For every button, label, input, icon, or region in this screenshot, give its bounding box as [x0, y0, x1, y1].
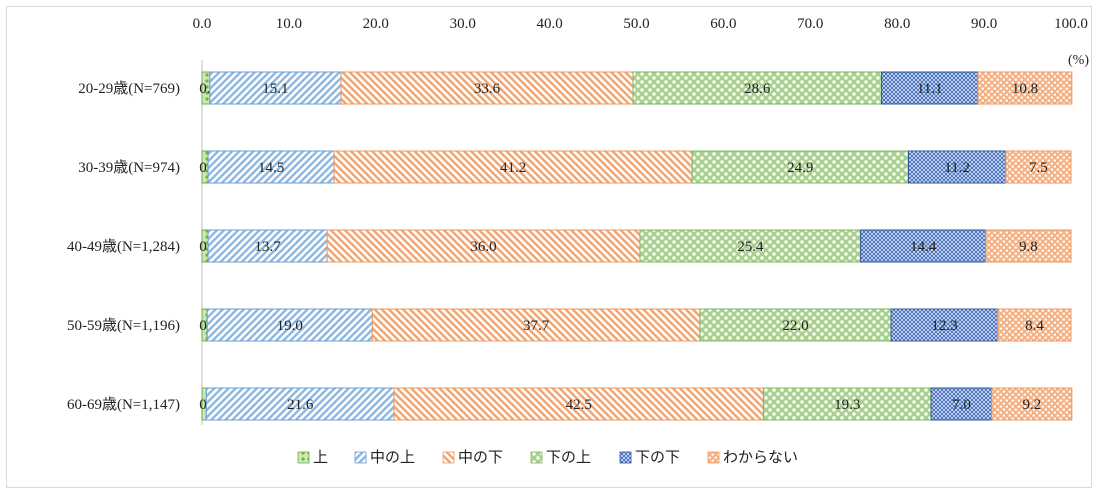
category-label: 60-69歳(N=1,147): [67, 396, 180, 413]
legend-swatch-dots: [297, 451, 310, 464]
data-label: 33.6: [474, 81, 501, 97]
data-label: 19.3: [834, 397, 860, 413]
x-tick-label: 20.0: [363, 16, 389, 32]
bar-segment-checker: [639, 229, 862, 263]
x-tick-label: 30.0: [450, 16, 476, 32]
data-label: 9.8: [1019, 239, 1038, 255]
bar-segment-bricks: [997, 308, 1072, 342]
bar-segment-diagonal-up: [209, 71, 342, 105]
data-label: 19.0: [277, 318, 303, 334]
data-label: 9.2: [1023, 397, 1042, 413]
bar-segment-bricks: [985, 229, 1072, 263]
data-label: 11.1: [917, 81, 943, 97]
legend-swatch-checker: [530, 451, 543, 464]
x-tick-label: 0.0: [193, 16, 212, 32]
data-label: 21.6: [287, 397, 314, 413]
bar-segment-diagonal-up: [206, 308, 373, 342]
data-label: 12.3: [931, 318, 957, 334]
data-label: 14.4: [910, 239, 937, 255]
bar-segment-diagonal-down: [333, 150, 693, 184]
data-label: 10.8: [1012, 81, 1038, 97]
category-label: 20-29歳(N=769): [78, 80, 180, 97]
data-label: 7.0: [952, 397, 971, 413]
x-tick-label: 70.0: [797, 16, 823, 32]
legend-label: 上: [313, 449, 328, 466]
data-label: 7.5: [1029, 160, 1048, 176]
legend-label: わからない: [723, 449, 798, 466]
bar-segment-diagonal-down: [393, 387, 764, 421]
bar-segment-diagonal-up: [205, 387, 395, 421]
legend-label: 中の上: [370, 449, 415, 466]
x-tick-label: 80.0: [884, 16, 910, 32]
unit-label: (%): [1068, 53, 1089, 68]
bar-segment-checker: [699, 308, 892, 342]
legend-swatch-grid: [619, 451, 632, 464]
legend: 上 中の上 中の下 下の上 下の下 わからない: [297, 449, 798, 466]
data-label: 36.0: [470, 239, 496, 255]
legend-swatch-bricks: [707, 451, 720, 464]
category-label: 40-49歳(N=1,284): [67, 238, 180, 255]
x-tick-label: 60.0: [710, 16, 736, 32]
x-tick-label: 90.0: [971, 16, 997, 32]
data-label: 11.2: [944, 160, 970, 176]
bar-segment-checker: [691, 150, 909, 184]
x-tick-label: 100.0: [1054, 16, 1088, 32]
data-label: 15.1: [262, 81, 288, 97]
x-axis: 0.0 10.0 20.0 30.0 40.0 50.0 60.0 70.0 80.0 90.0 1…: [193, 16, 1089, 425]
data-label: 28.6: [744, 81, 771, 97]
bar-segment-bricks: [991, 387, 1073, 421]
data-label: 41.2: [500, 160, 526, 176]
bar-segment-bricks: [1005, 150, 1072, 184]
bar-segment-grid: [930, 387, 993, 421]
x-tick-label: 40.0: [536, 16, 562, 32]
data-label: 25.4: [737, 239, 764, 255]
bar-segment-diagonal-up: [207, 150, 335, 184]
data-label: 24.9: [787, 160, 813, 176]
bar-segment-bricks: [977, 71, 1073, 105]
category-label: 30-39歳(N=974): [78, 159, 180, 176]
data-label: 42.5: [566, 397, 592, 413]
bar-segment-diagonal-down: [326, 229, 641, 263]
legend-label: 下の下: [635, 450, 680, 466]
data-label: 8.4: [1025, 318, 1044, 334]
legend-label: 下の上: [546, 449, 591, 466]
legend-swatch-diagonal-down: [442, 451, 455, 464]
data-label: 37.7: [523, 318, 550, 334]
x-tick-label: 10.0: [276, 16, 302, 32]
x-tick-label: 50.0: [623, 16, 649, 32]
bars-layer: 20-29歳(N=769) 0.9 15.1 33.6 28.6 11.1 10.830-3…: [67, 71, 1073, 421]
category-label: 50-59歳(N=1,196): [67, 317, 180, 334]
data-label: 14.5: [258, 160, 284, 176]
bar-segment-diagonal-up: [207, 229, 328, 263]
legend-label: 中の下: [458, 449, 503, 466]
bar-segment-grid: [860, 229, 987, 263]
data-label: 13.7: [254, 239, 281, 255]
bar-segment-diagonal-down: [371, 308, 701, 342]
bar-segment-grid: [890, 308, 999, 342]
bar-segment-grid: [881, 71, 979, 105]
data-label: 22.0: [782, 318, 808, 334]
legend-swatch-diagonal-up: [354, 451, 367, 464]
